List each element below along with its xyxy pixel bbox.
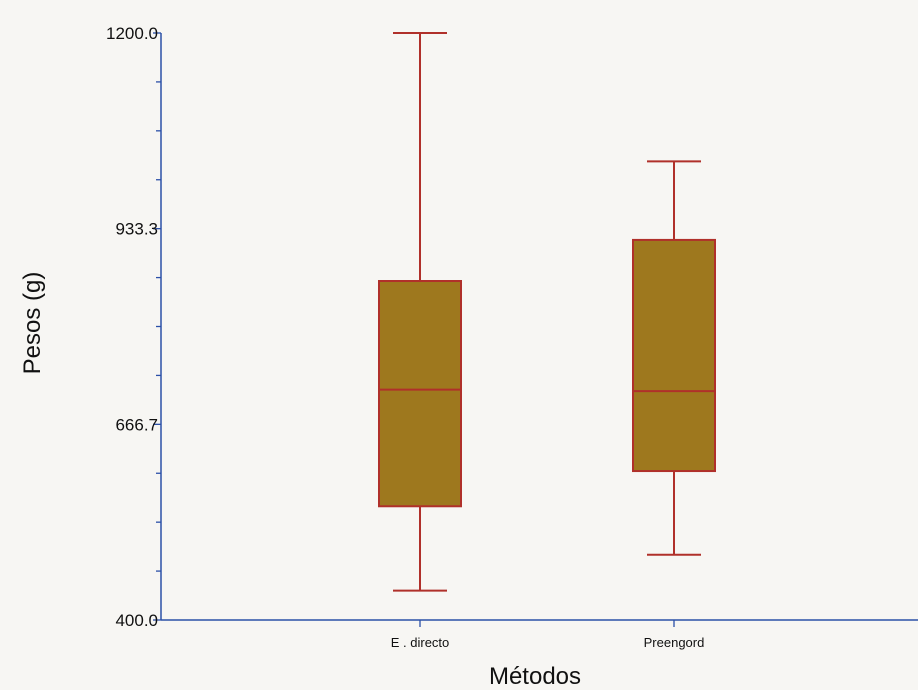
y-axis-title: Pesos (g): [19, 272, 46, 375]
iqr-box: [632, 238, 716, 473]
x-axis: E . directo Preengord: [161, 619, 918, 650]
x-tick-label: E . directo: [391, 635, 450, 650]
box-1: [378, 32, 462, 592]
boxes: [378, 32, 716, 592]
y-tick-label: 666.7: [115, 415, 158, 434]
iqr-box: [378, 280, 462, 508]
x-tick-label: Preengord: [644, 635, 705, 650]
y-axis: 1200.0 933.3 666.7 400.0: [106, 24, 162, 630]
y-tick-label: 933.3: [115, 220, 158, 239]
box-2: [632, 160, 716, 556]
y-tick-label: 1200.0: [106, 24, 158, 43]
y-tick-label: 400.0: [115, 611, 158, 630]
x-axis-title: Métodos: [489, 663, 581, 690]
